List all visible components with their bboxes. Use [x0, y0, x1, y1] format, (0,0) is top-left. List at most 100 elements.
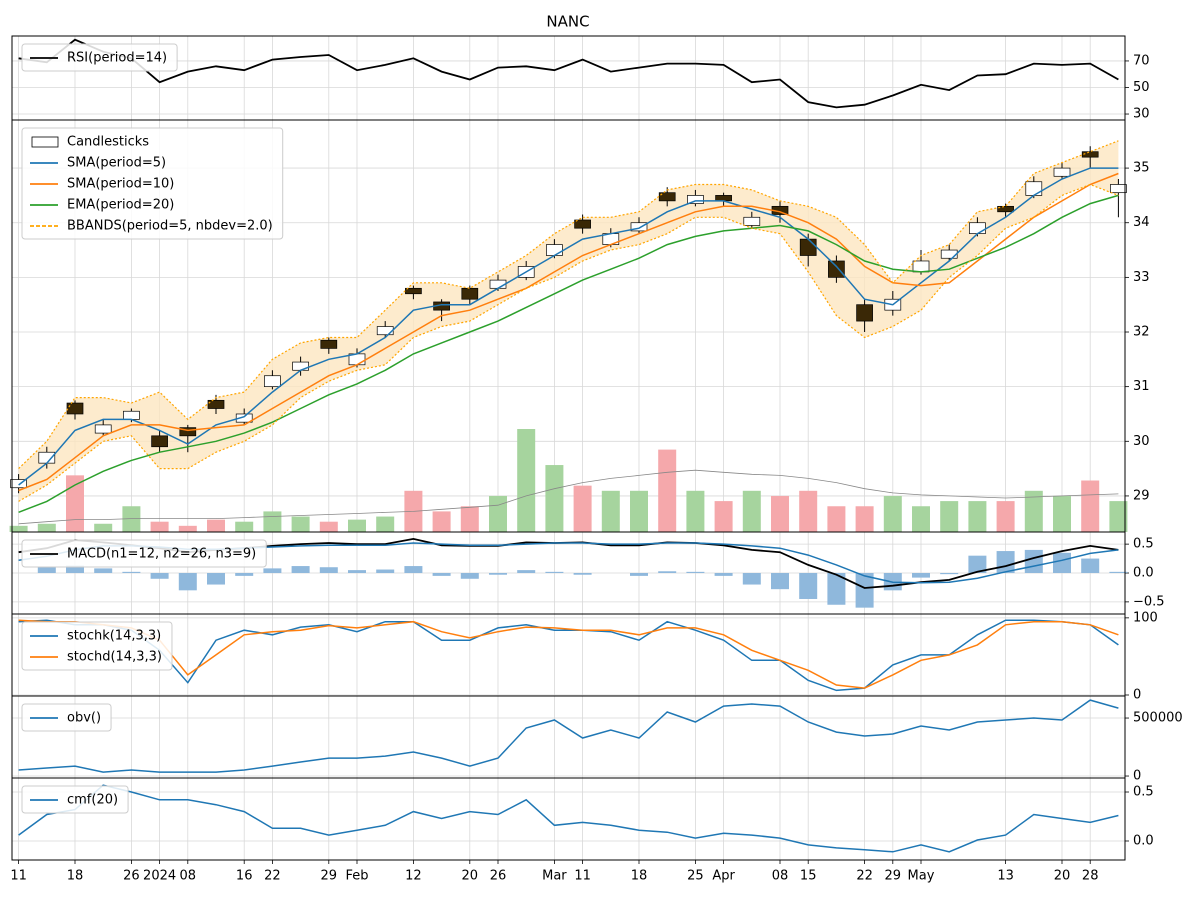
volume-bar — [940, 501, 959, 532]
bar — [150, 573, 169, 579]
bar — [827, 573, 846, 605]
candle-body — [207, 399, 225, 409]
x-tick-label: 22 — [856, 869, 873, 884]
x-tick-label: 18 — [631, 869, 648, 884]
bar — [630, 573, 648, 576]
candle-body — [743, 216, 761, 226]
bar — [940, 573, 959, 575]
x-tick-label: 12 — [405, 869, 422, 884]
bar — [235, 573, 254, 576]
candle-body — [66, 402, 84, 415]
volume-bar — [432, 511, 451, 532]
bar — [799, 573, 818, 599]
volume-bar — [489, 495, 507, 532]
legend-label: Candlesticks — [67, 135, 149, 150]
candle-body — [376, 326, 394, 336]
bar — [94, 568, 113, 573]
candle-body — [997, 205, 1014, 213]
x-tick-label: 08 — [772, 869, 789, 884]
legend-box — [21, 43, 178, 72]
bar — [489, 573, 507, 575]
legend-label: EMA(period=20) — [67, 198, 174, 213]
candle-body — [1081, 151, 1099, 158]
volume-bar — [291, 516, 310, 532]
y-tick-label: 35 — [1133, 161, 1150, 176]
legend-label: BBANDS(period=5, nbdev=2.0) — [67, 219, 273, 234]
candle-body — [320, 339, 338, 349]
volume-ma-line — [18, 469, 1119, 525]
candle-body — [687, 195, 704, 204]
x-tick-label: 29 — [885, 869, 902, 884]
x-tick-label: 20 — [1054, 869, 1071, 884]
candle-body — [123, 410, 140, 420]
x-tick-label: Feb — [345, 869, 368, 884]
legend-box — [21, 621, 173, 671]
bar — [517, 570, 536, 573]
panel-frame — [11, 35, 1126, 121]
bar — [714, 573, 733, 576]
chart-title: NANC — [546, 13, 589, 31]
volume-bar — [319, 521, 338, 532]
volume-bar — [799, 490, 818, 532]
candle-body — [292, 361, 309, 371]
band-line — [18, 183, 1119, 502]
y-tick-label: 100 — [1133, 610, 1158, 625]
x-tick-label: 11 — [574, 869, 591, 884]
legend-box — [21, 703, 112, 732]
volume-bar — [1109, 501, 1128, 532]
bar — [404, 566, 423, 573]
legend-label: stochk(14,3,3) — [67, 629, 161, 644]
legend-label: obv() — [67, 711, 101, 726]
x-tick-label: Apr — [712, 869, 735, 884]
candle-body — [574, 219, 591, 229]
bar — [742, 573, 761, 585]
bar — [37, 567, 56, 573]
volume-bar — [348, 519, 366, 532]
legend-box — [21, 127, 284, 240]
bar — [376, 569, 395, 573]
candle-body — [405, 287, 422, 295]
volume-bar — [37, 523, 56, 532]
candle-body — [461, 287, 479, 300]
candle-body — [940, 249, 958, 259]
y-tick-label: 33 — [1133, 270, 1150, 285]
bar — [263, 568, 282, 573]
x-tick-label: 11 — [10, 869, 27, 884]
x-tick-label: Mar — [542, 869, 567, 884]
legend-box — [21, 785, 129, 814]
legend-swatch — [31, 136, 59, 148]
candle-body — [235, 413, 253, 423]
bar — [912, 573, 930, 578]
x-tick-label: 16 — [236, 869, 253, 884]
x-tick-label: 26 — [490, 869, 507, 884]
x-tick-label: 20 — [462, 869, 479, 884]
volume-bar — [630, 490, 648, 532]
y-tick-label: 0 — [1133, 769, 1141, 784]
volume-bar — [9, 525, 28, 532]
candle-body — [546, 244, 563, 256]
bar — [319, 567, 338, 573]
volume-bar — [1053, 495, 1071, 532]
legend-label: SMA(period=10) — [67, 177, 174, 192]
volume-bar — [658, 449, 677, 532]
bar — [1053, 552, 1071, 573]
candle-body — [264, 375, 281, 388]
line — [18, 38, 1119, 109]
x-tick-label: 26 — [123, 869, 140, 884]
bar — [432, 573, 451, 576]
band-fill — [18, 140, 1119, 502]
x-tick-label: 2024 — [143, 869, 176, 884]
y-tick-label: 0.0 — [1133, 566, 1154, 581]
volume-bar — [376, 516, 395, 532]
bar — [771, 573, 789, 590]
line — [18, 194, 1119, 513]
candle-body — [151, 435, 168, 448]
bar — [1024, 549, 1043, 573]
volume-bar — [968, 501, 987, 532]
candle-body — [828, 260, 845, 278]
volume-bar — [714, 501, 733, 532]
y-tick-label: 30 — [1133, 434, 1150, 449]
legend-label: MACD(n1=12, n2=26, n3=9) — [67, 547, 256, 562]
